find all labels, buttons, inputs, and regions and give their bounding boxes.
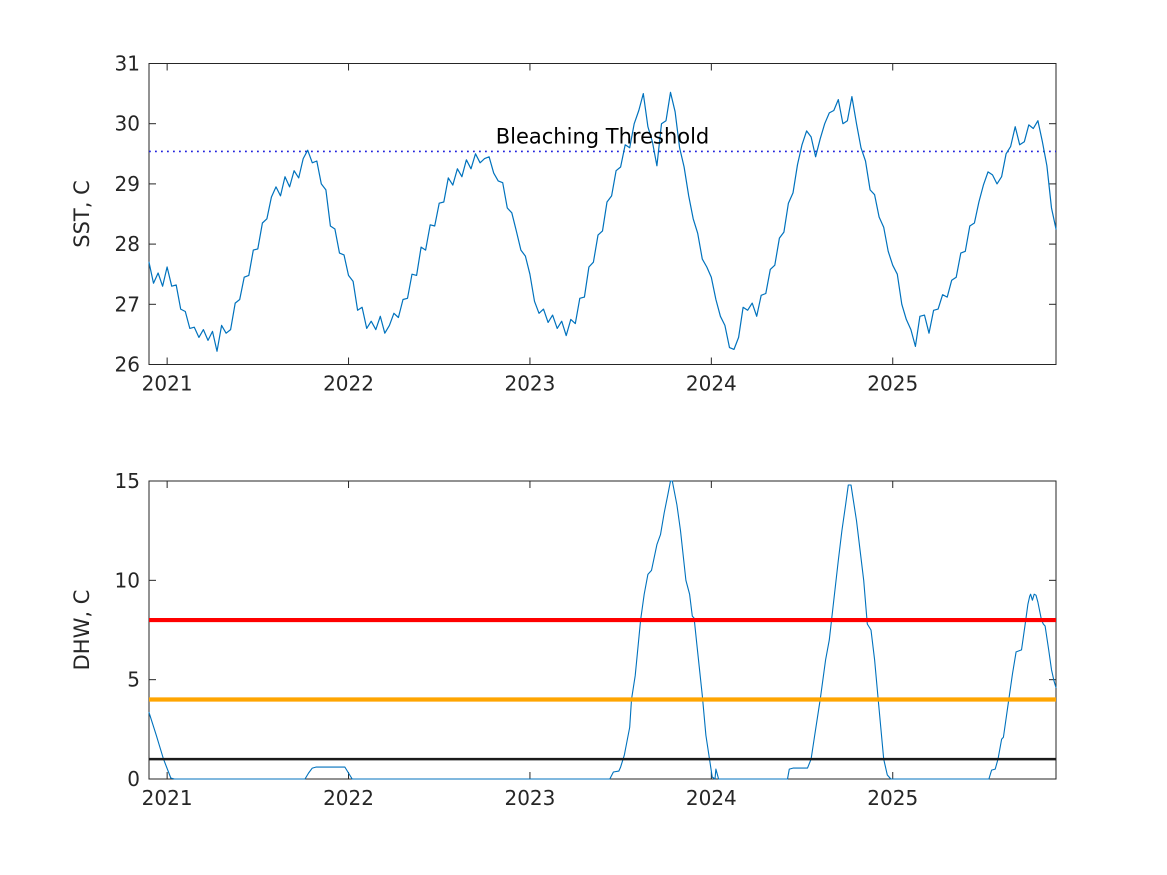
y-tick-label: 15 xyxy=(115,469,140,493)
dhw-series-line xyxy=(148,480,1057,780)
x-tick-label: 2021 xyxy=(142,786,193,810)
y-axis-label: SST, C xyxy=(70,180,94,248)
x-tick-label: 2025 xyxy=(867,372,918,396)
sst-series-line xyxy=(148,91,1057,352)
bleaching-threshold-label: Bleaching Threshold xyxy=(496,125,710,149)
y-tick-label: 28 xyxy=(115,232,140,256)
subplot-dhw: 2021 2022 2023 2024 2025 0 5 10 15 DHW, C xyxy=(70,469,1057,810)
x-tick-label: 2024 xyxy=(686,786,737,810)
axes-box xyxy=(148,480,1057,780)
y-tick-label: 5 xyxy=(127,668,140,692)
x-tick-label: 2025 xyxy=(867,786,918,810)
y-tick-label: 29 xyxy=(115,172,140,196)
y-tick-label: 0 xyxy=(127,767,140,791)
axes-box xyxy=(148,63,1057,365)
x-tick-label: 2022 xyxy=(323,372,374,396)
x-tick-label: 2023 xyxy=(504,372,555,396)
x-tick-label: 2023 xyxy=(504,786,555,810)
y-axis-label: DHW, C xyxy=(70,590,94,671)
y-tick-label: 30 xyxy=(115,112,140,136)
x-tick-label: 2021 xyxy=(142,372,193,396)
x-tick-label: 2024 xyxy=(686,372,737,396)
y-tick-label: 10 xyxy=(115,568,140,592)
y-tick-label: 26 xyxy=(115,353,140,377)
subplot-sst: 2021 2022 2023 2024 2025 26 27 28 29 30 31 SST, C Bl… xyxy=(70,52,1057,396)
y-tick-label: 31 xyxy=(115,52,140,76)
x-tick-label: 2022 xyxy=(323,786,374,810)
y-tick-label: 27 xyxy=(115,292,140,316)
